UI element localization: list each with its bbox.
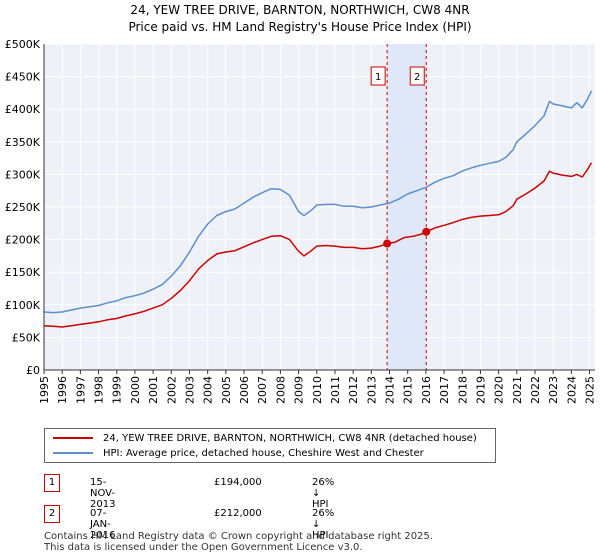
x-tick-label: 2019 [474,376,487,404]
x-tick-label: 2018 [456,376,469,404]
x-tick-label: 2014 [384,376,397,404]
x-tick-label: 2009 [293,376,306,404]
transaction-hpi-diff: 26% ↓ HPI [312,477,335,510]
x-tick-label: 2022 [529,376,542,404]
legend-item-hpi: HPI: Average price, detached house, Ches… [53,446,424,460]
x-tick-label: 2006 [238,376,251,404]
x-tick-label: 2015 [402,376,415,404]
y-tick-label: £100K [5,299,41,312]
x-tick-label: 2002 [165,376,178,404]
series-line [43,162,593,328]
x-tick-label: 2010 [311,376,324,404]
price-chart: 24, YEW TREE DRIVE, BARNTON, NORTHWICH, … [5,3,597,404]
transaction-date: 15-NOV-2013 [90,477,116,510]
marker-badge [409,66,425,86]
x-tick-label: 1995 [38,376,51,404]
x-tick-label: 2005 [220,376,233,404]
x-tick-label: 1996 [56,376,69,404]
sale-point [422,227,431,236]
series-line [43,90,593,314]
transaction-badge: 2 [44,505,60,523]
y-tick-label: £500K [5,38,41,51]
sale-point [383,239,392,248]
x-tick-label: 2024 [565,376,578,404]
x-tick-label: 2025 [584,376,597,404]
legend-label-property: 24, YEW TREE DRIVE, BARNTON, NORTHWICH, … [103,432,477,444]
x-tick-label: 2016 [420,376,433,404]
legend-swatch-hpi [53,452,93,454]
footer-copyright: Contains HM Land Registry data © Crown c… [44,531,433,542]
transaction-price: £212,000 [214,508,262,519]
x-tick-label: 2004 [202,376,215,404]
chart-subtitle: Price paid vs. HM Land Registry's House … [128,20,471,34]
x-tick-label: 2017 [438,376,451,404]
legend-swatch-property [53,437,93,439]
y-tick-label: £350K [5,136,41,149]
x-tick-label: 1997 [74,376,87,404]
transaction-date: 07-JAN-2016 [90,508,116,541]
y-tick-label: £400K [5,103,41,116]
highlight-band [387,44,427,370]
x-tick-label: 2011 [329,376,342,404]
marker-badge-label: 1 [375,72,381,83]
legend-item-property: 24, YEW TREE DRIVE, BARNTON, NORTHWICH, … [53,431,477,445]
footer: Contains HM Land Registry data © Crown c… [44,531,433,553]
y-tick-label: £50K [12,331,41,344]
chart-title: 24, YEW TREE DRIVE, BARNTON, NORTHWICH, … [130,3,469,17]
marker-badge [370,66,386,86]
x-tick-label: 2008 [274,376,287,404]
y-tick-label: £250K [5,201,41,214]
x-tick-label: 2007 [256,376,269,404]
marker-badge-label: 2 [414,72,420,83]
x-tick-label: 2013 [365,376,378,404]
x-tick-label: 2012 [347,376,360,404]
x-tick-label: 2001 [147,376,160,404]
x-tick-label: 2023 [547,376,560,404]
transaction-badge: 1 [44,474,60,492]
transaction-price: £194,000 [214,477,262,488]
x-tick-label: 2020 [493,376,506,404]
transaction-hpi-diff: 26% ↓ HPI [312,508,335,541]
x-tick-label: 1999 [111,376,124,404]
legend: 24, YEW TREE DRIVE, BARNTON, NORTHWICH, … [44,428,496,463]
y-tick-label: £300K [5,168,41,181]
x-tick-label: 1998 [93,376,106,404]
x-tick-label: 2003 [183,376,196,404]
y-tick-label: £450K [5,71,41,84]
x-tick-label: 2021 [511,376,524,404]
y-tick-label: £200K [5,234,41,247]
legend-label-hpi: HPI: Average price, detached house, Ches… [103,447,424,459]
footer-license: This data is licensed under the Open Gov… [44,542,363,553]
x-tick-label: 2000 [129,376,142,404]
y-tick-label: £150K [5,266,41,279]
y-tick-label: £0 [26,364,40,377]
